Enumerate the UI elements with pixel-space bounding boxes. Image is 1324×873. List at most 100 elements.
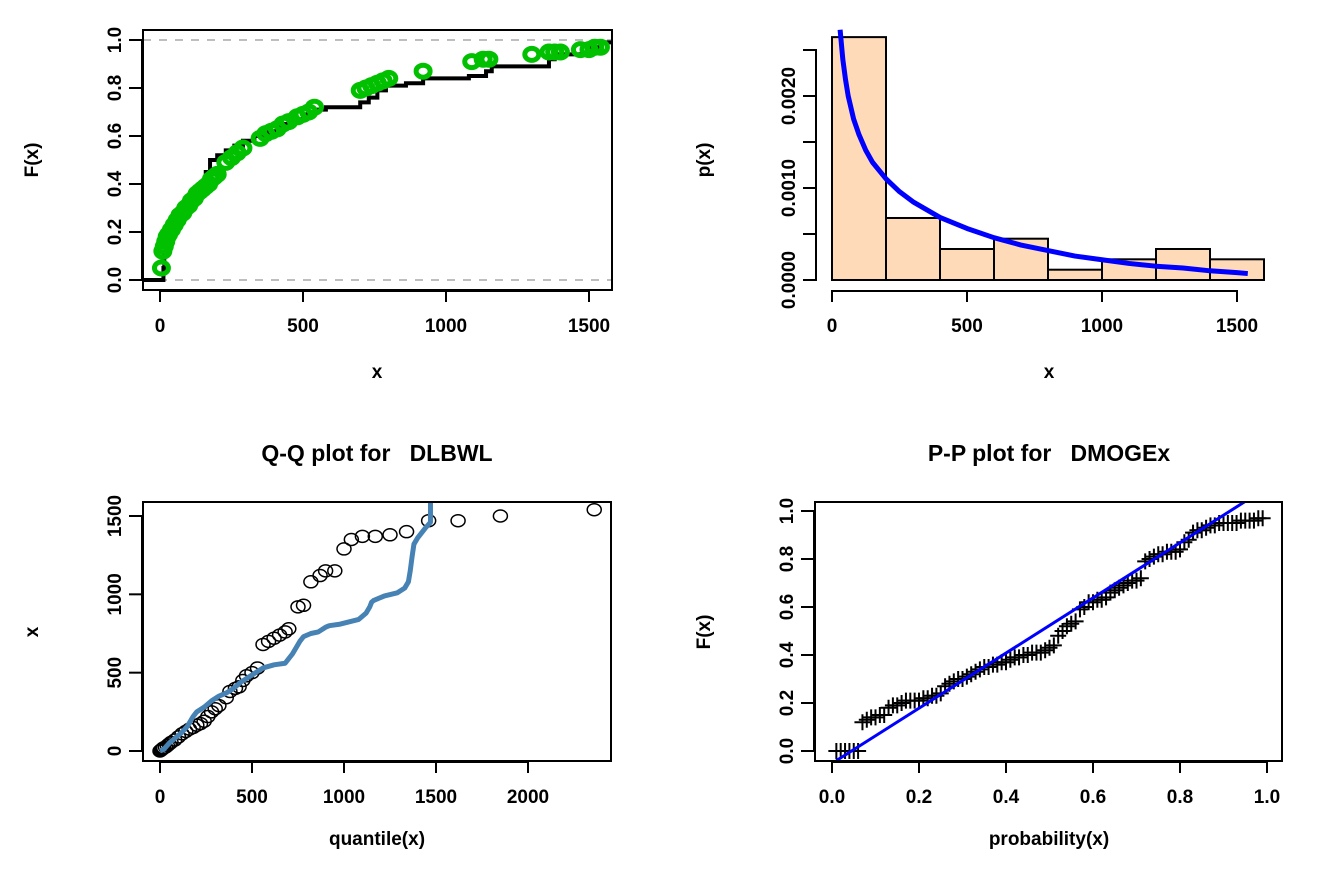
qq-data-point bbox=[295, 598, 312, 613]
qq-y-tick-label: 0 bbox=[105, 746, 126, 757]
ecdf-y-tick-label: 0.2 bbox=[105, 219, 126, 245]
qq-data-point bbox=[312, 568, 328, 583]
ecdf-y-tick-label: 0.0 bbox=[105, 267, 126, 293]
qq-x-label: quantile(x) bbox=[329, 829, 425, 850]
pp-data-point bbox=[1254, 510, 1271, 527]
density-panel: x p(x) 0 500 1000 1500 0.0000 0.0010 0.0020 bbox=[694, 29, 1265, 383]
histogram-bar bbox=[993, 237, 1049, 281]
density-x-tick-label: 500 bbox=[951, 316, 983, 337]
density-y-tick-label: 0.0000 bbox=[779, 251, 800, 309]
pp-x-tick-label: 1.0 bbox=[1254, 787, 1280, 808]
qq-data-point bbox=[281, 622, 297, 636]
pp-plot-area bbox=[828, 502, 1271, 761]
pp-data-point bbox=[1228, 515, 1245, 531]
qq-data-point bbox=[157, 740, 174, 754]
ecdf-data-point bbox=[207, 165, 227, 183]
density-x-label: x bbox=[1044, 362, 1055, 383]
qq-data-point bbox=[382, 528, 398, 542]
pp-data-point bbox=[1067, 613, 1084, 630]
qq-data-point bbox=[343, 532, 360, 547]
qq-fitted-line bbox=[159, 502, 433, 754]
pp-x-tick-label: 0.2 bbox=[906, 787, 932, 808]
qq-data-point bbox=[586, 502, 602, 517]
pp-y-tick-label: 0.6 bbox=[777, 594, 798, 620]
qq-data-point bbox=[327, 564, 343, 578]
qq-data-point bbox=[161, 737, 177, 751]
qq-data-point bbox=[277, 625, 293, 639]
ecdf-y-tick-label: 0.4 bbox=[105, 170, 126, 197]
ecdf-x-tick-label: 1000 bbox=[425, 316, 467, 337]
histogram-bar bbox=[831, 36, 887, 282]
qq-data-point bbox=[492, 509, 509, 523]
qq-y-tick-label: 1000 bbox=[105, 573, 126, 615]
pp-fitted-line bbox=[835, 502, 1247, 761]
histogram-bar bbox=[939, 247, 995, 282]
density-y-label: p(x) bbox=[694, 143, 715, 178]
pp-x-tick-label: 0.6 bbox=[1080, 787, 1106, 808]
ecdf-y-tick-label: 0.8 bbox=[105, 75, 126, 101]
qq-title: Q-Q plot for DLBWL bbox=[261, 440, 492, 466]
pp-y-tick-label: 0.2 bbox=[777, 690, 798, 716]
qq-data-point bbox=[317, 564, 334, 578]
ecdf-panel: x F(x) 0 500 1000 1500 0.0 0.2 0.4 0.6 0.8 1.0 bbox=[22, 27, 613, 383]
pp-data-point bbox=[1019, 647, 1036, 663]
density-plot-area bbox=[831, 29, 1265, 282]
pp-data-point bbox=[1245, 512, 1262, 529]
qq-x-tick-label: 500 bbox=[236, 787, 268, 808]
pp-y-tick-label: 0.4 bbox=[777, 641, 798, 668]
qq-data-point bbox=[450, 513, 466, 528]
qq-data-point bbox=[336, 542, 352, 556]
ecdf-data-point bbox=[590, 38, 610, 56]
ecdf-y-tick-label: 1.0 bbox=[105, 27, 126, 53]
density-y-tick-label: 0.0020 bbox=[779, 67, 800, 125]
ecdf-x-label: x bbox=[372, 362, 383, 383]
density-x-tick-label: 1000 bbox=[1081, 316, 1123, 337]
pp-data-point bbox=[1132, 570, 1149, 587]
density-y-tick-label: 0.0010 bbox=[779, 159, 800, 217]
ecdf-data-point bbox=[550, 43, 570, 61]
pp-x-tick-label: 0.4 bbox=[993, 787, 1020, 808]
ecdf-y-label: F(x) bbox=[22, 143, 43, 178]
density-fitted-line bbox=[837, 29, 1249, 277]
pp-y-tick-label: 0.0 bbox=[777, 738, 798, 764]
qq-y-tick-label: 1500 bbox=[105, 495, 126, 537]
qq-data-point bbox=[367, 529, 384, 544]
histogram-bar bbox=[1047, 268, 1103, 282]
ecdf-x-tick-label: 0 bbox=[155, 316, 166, 337]
qq-x-tick-label: 2000 bbox=[507, 787, 549, 808]
ecdf-x-tick-label: 1500 bbox=[568, 316, 610, 337]
qq-x-tick-label: 1500 bbox=[415, 787, 457, 808]
qq-data-point bbox=[303, 575, 319, 589]
qq-y-label: x bbox=[22, 626, 43, 637]
pp-x-tick-label: 0.0 bbox=[819, 787, 845, 808]
qq-plot-area bbox=[152, 502, 602, 758]
ecdf-plot-area bbox=[143, 38, 612, 282]
density-x-tick-label: 1500 bbox=[1216, 316, 1258, 337]
pp-data-point bbox=[1063, 615, 1080, 632]
ecdf-y-tick-label: 0.6 bbox=[105, 123, 126, 149]
qq-data-point bbox=[207, 701, 223, 716]
qq-x-tick-label: 0 bbox=[155, 787, 166, 808]
pp-y-tick-label: 1.0 bbox=[777, 498, 798, 524]
pp-panel: P-P plot for DMOGEx probability(x) F(x) … bbox=[694, 440, 1283, 850]
ecdf-x-tick-label: 500 bbox=[287, 316, 319, 337]
pp-data-point bbox=[1045, 637, 1062, 654]
pp-x-tick-label: 0.8 bbox=[1167, 787, 1193, 808]
qq-data-point bbox=[398, 524, 415, 539]
qq-frame bbox=[142, 501, 612, 762]
qq-data-point bbox=[354, 529, 371, 544]
pp-x-label: probability(x) bbox=[989, 829, 1109, 850]
ecdf-data-point bbox=[522, 45, 542, 63]
pp-data-point bbox=[876, 707, 893, 723]
ecdf-data-point bbox=[304, 98, 324, 116]
ecdf-data-point bbox=[479, 50, 499, 68]
pp-title: P-P plot for DMOGEx bbox=[928, 440, 1171, 466]
ecdf-data-point bbox=[151, 259, 171, 277]
qq-panel: Q-Q plot for DLBWL quantile(x) x 0 500 100… bbox=[22, 440, 612, 850]
ecdf-data-point bbox=[233, 139, 253, 157]
ecdf-data-point bbox=[379, 69, 399, 87]
pp-y-tick-label: 0.8 bbox=[777, 546, 798, 572]
ecdf-data-point bbox=[413, 62, 433, 80]
qq-y-tick-label: 500 bbox=[105, 657, 126, 689]
